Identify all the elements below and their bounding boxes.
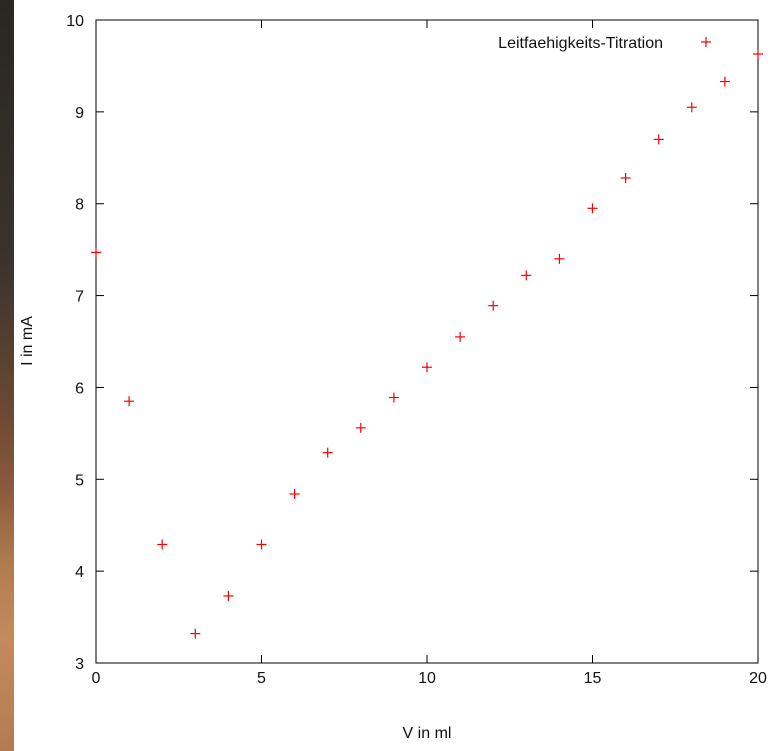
y-tick-label: 7 — [75, 289, 84, 306]
y-tick-label: 9 — [75, 105, 84, 122]
x-tick-label: 5 — [257, 670, 266, 687]
data-point — [388, 392, 399, 403]
x-tick-labels: 0 5 10 15 20 — [92, 670, 767, 687]
data-point — [521, 270, 532, 281]
data-point — [289, 488, 300, 499]
legend-marker — [701, 37, 711, 47]
plot-frame — [95, 19, 759, 664]
data-point — [223, 590, 234, 601]
x-tick-label: 0 — [92, 670, 101, 687]
data-point — [488, 300, 499, 311]
legend-label: Leitfaehigkeits-Titration — [498, 35, 663, 52]
legend-marker-plus — [701, 37, 711, 47]
x-tick-label: 10 — [418, 670, 436, 687]
photo-background-edge — [0, 0, 14, 751]
data-point — [256, 539, 267, 550]
data-point — [422, 362, 432, 373]
data-point — [587, 203, 598, 214]
data-point — [554, 253, 565, 264]
x-axis-title: V in ml — [403, 725, 452, 742]
y-tick-label: 3 — [75, 656, 84, 673]
y-tick-label: 10 — [66, 13, 84, 30]
y-tick-label: 4 — [75, 564, 84, 581]
x-tick-label: 20 — [749, 670, 767, 687]
axis-ticks — [95, 19, 759, 664]
data-point — [157, 539, 168, 550]
data-point — [686, 102, 697, 113]
data-point — [653, 134, 664, 145]
y-tick-labels: 3 4 5 6 7 8 9 10 — [66, 13, 84, 673]
y-tick-label: 5 — [75, 472, 84, 489]
data-point — [620, 172, 631, 183]
data-point — [753, 48, 763, 59]
data-point — [355, 422, 366, 433]
legend: Leitfaehigkeits-Titration — [498, 35, 711, 52]
data-point — [455, 331, 466, 342]
data-point — [322, 447, 333, 458]
data-points — [91, 48, 763, 639]
data-point — [124, 396, 135, 407]
y-tick-label: 8 — [75, 197, 84, 214]
x-tick-label: 15 — [584, 670, 602, 687]
y-tick-label: 6 — [75, 380, 84, 397]
data-point — [91, 247, 101, 258]
data-point — [719, 76, 730, 87]
y-axis-title: I in mA — [19, 316, 36, 366]
data-point — [190, 628, 201, 639]
